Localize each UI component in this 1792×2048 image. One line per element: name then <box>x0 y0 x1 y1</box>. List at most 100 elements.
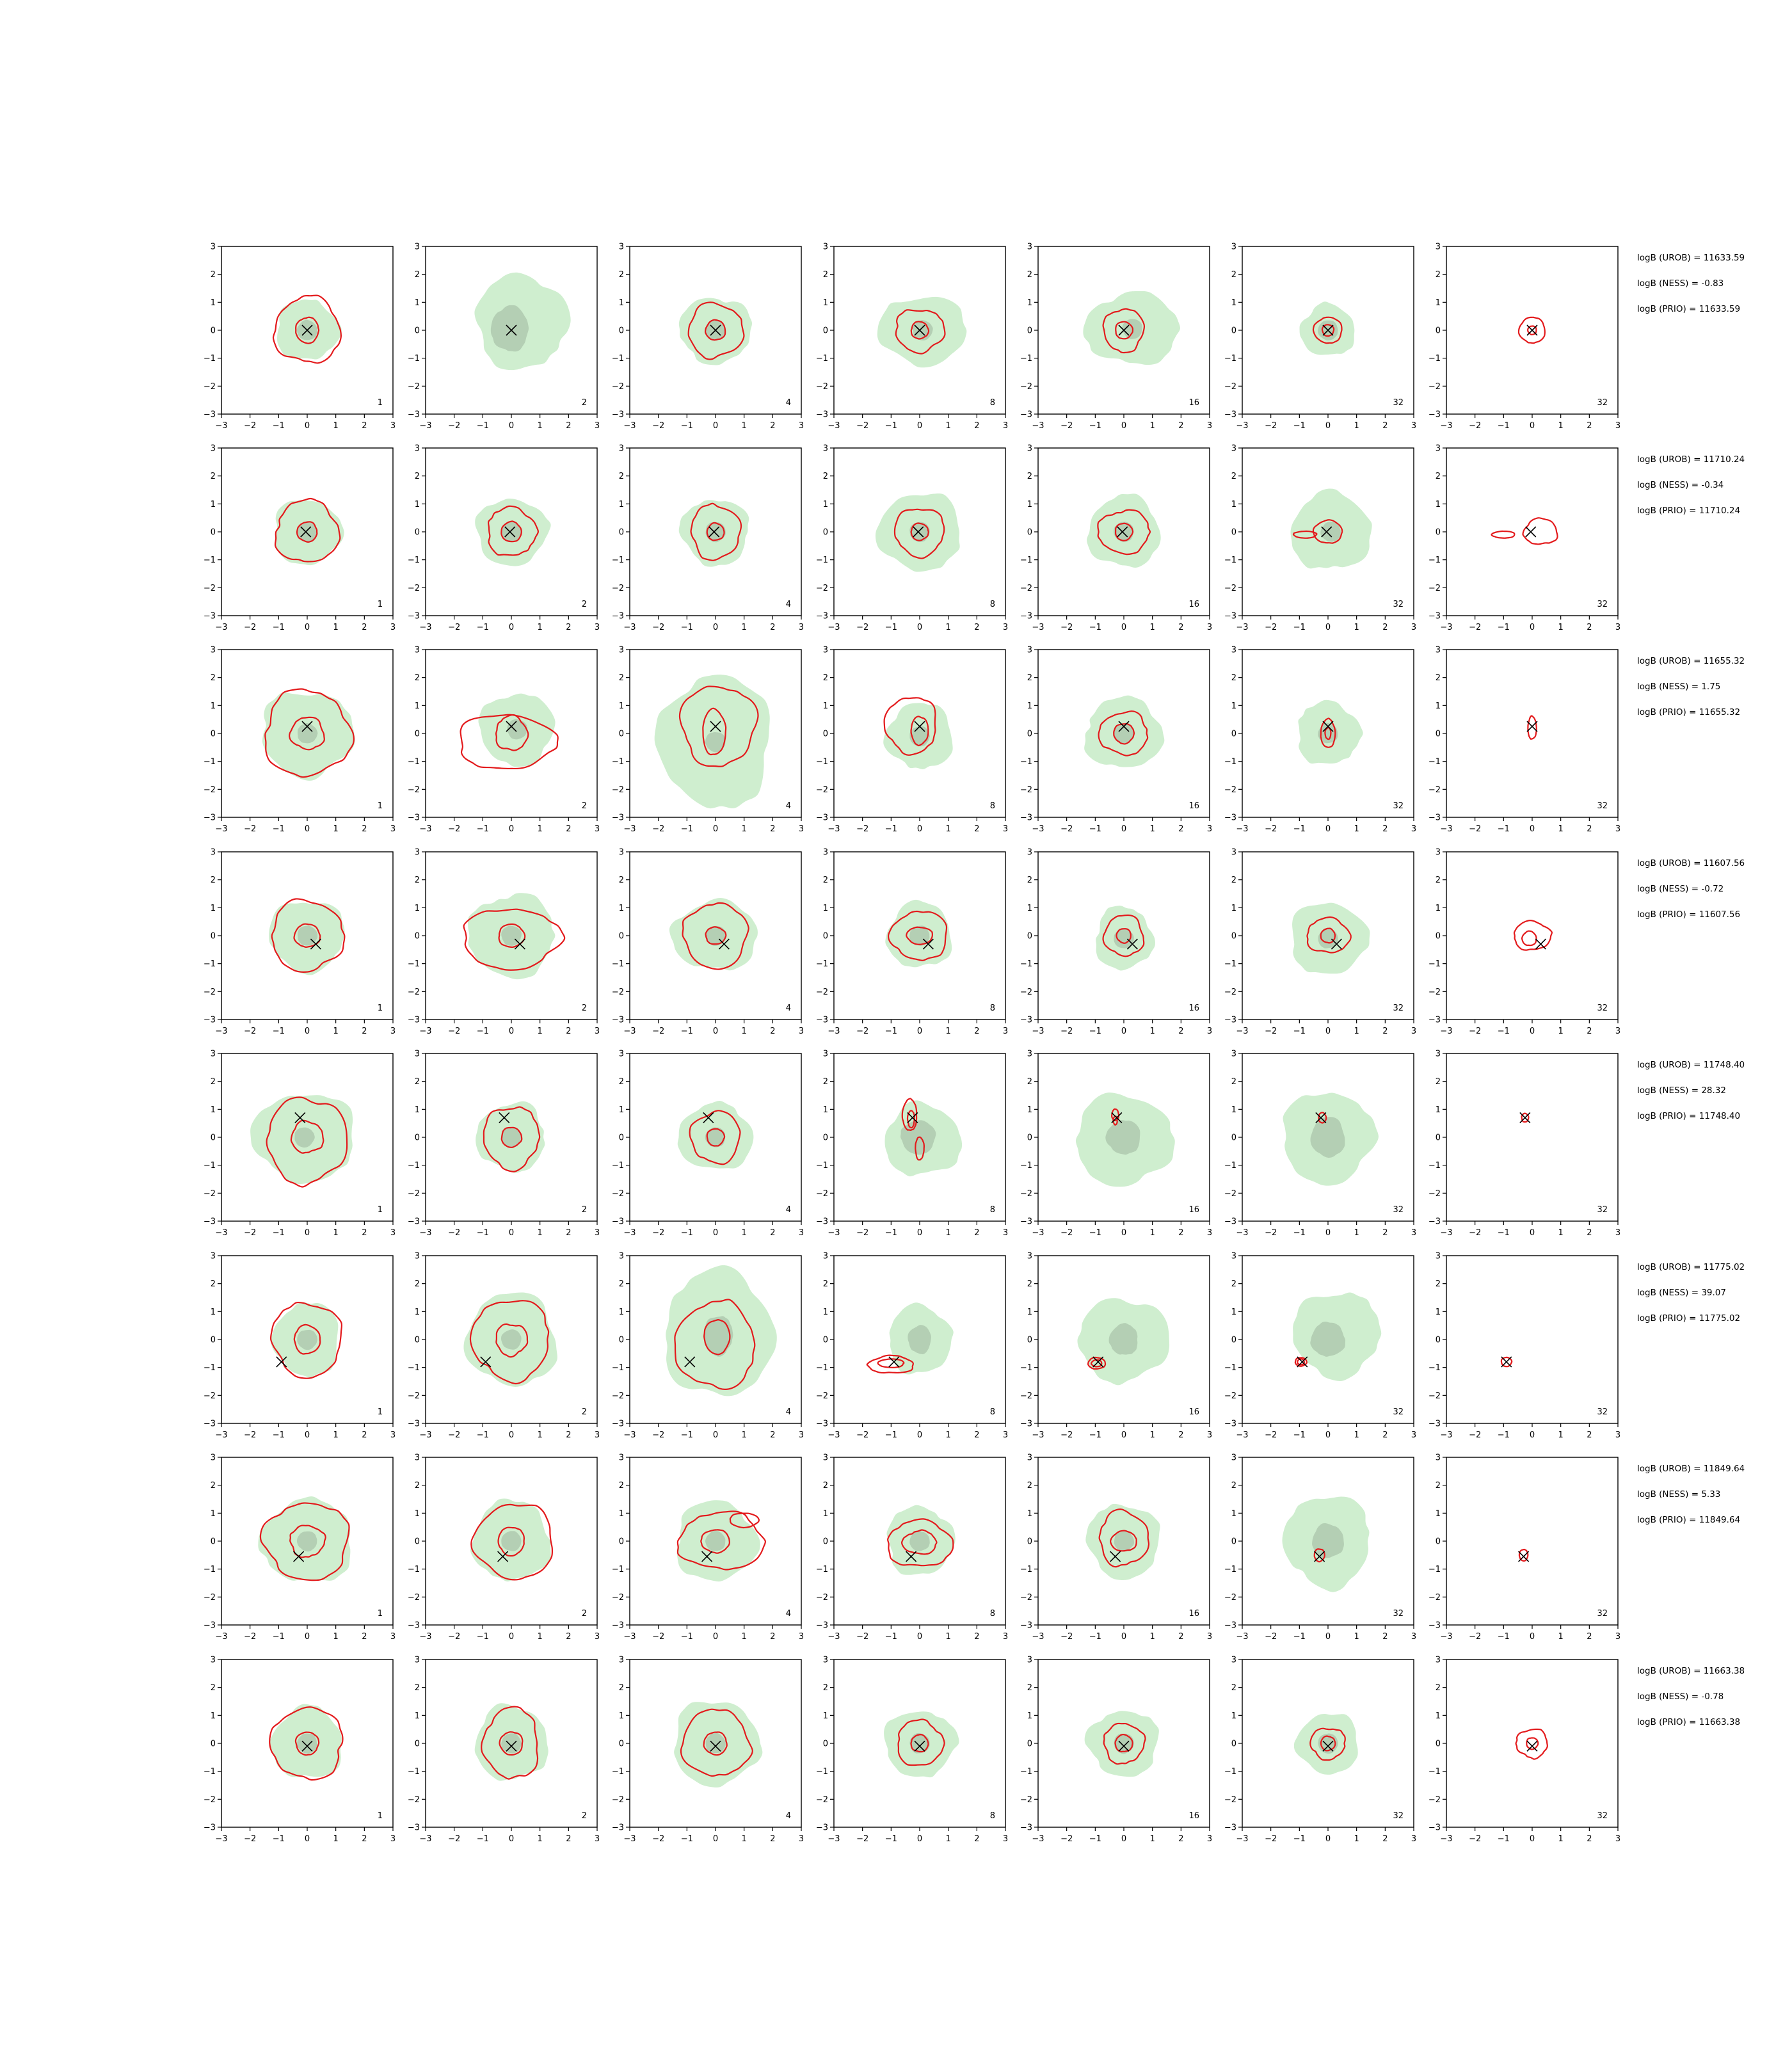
posterior-contour <box>469 1300 550 1385</box>
x-tick-label: 1 <box>1354 623 1359 632</box>
posterior-contour <box>481 1706 539 1780</box>
y-tick-label: −1 <box>612 1767 624 1777</box>
y-tick-label: −1 <box>816 1161 828 1171</box>
posterior-contour <box>729 1512 760 1529</box>
density-core <box>705 522 726 543</box>
y-tick-label: −1 <box>204 1767 216 1777</box>
logb-stat-label: logB (NESS) = -0.72 <box>1637 884 1724 894</box>
y-tick-label: −3 <box>408 410 420 420</box>
y-tick-label: 2 <box>823 1683 828 1693</box>
posterior-contour <box>272 294 342 364</box>
x-tick-label: 3 <box>1207 1430 1212 1440</box>
panel-r6-c1: −3−3 −2 −2 −1 −1 0 0 1 1 2 2 3 3 2 <box>408 1453 600 1642</box>
x-tick-label: 3 <box>595 824 600 834</box>
x-tick-label: −1 <box>681 1027 693 1036</box>
posterior-contour <box>274 497 341 563</box>
y-tick-label: −3 <box>408 1823 420 1833</box>
y-tick-label: 3 <box>1436 646 1441 655</box>
x-tick-label: −3 <box>828 1027 840 1036</box>
posterior-contour <box>293 923 321 948</box>
x-tick-label: 2 <box>1382 623 1388 632</box>
truth-marker <box>294 1112 306 1123</box>
x-tick-label: −1 <box>1498 1027 1510 1036</box>
axes-frame <box>1446 447 1619 616</box>
x-tick-label: −2 <box>244 1228 256 1238</box>
x-tick-label: 0 <box>1121 623 1126 632</box>
y-tick-label: 1 <box>823 1105 828 1115</box>
y-tick-label: 1 <box>1027 1509 1032 1519</box>
truth-marker <box>293 1551 305 1562</box>
y-tick-label: −2 <box>204 988 216 997</box>
truth-marker <box>310 938 321 950</box>
y-tick-label: −2 <box>1224 988 1236 997</box>
x-tick-label: −2 <box>856 1632 868 1642</box>
x-tick-label: 2 <box>362 623 367 632</box>
panel-count-label: 4 <box>786 1811 791 1821</box>
y-tick-label: 0 <box>1027 1336 1032 1345</box>
axes-frame <box>1446 851 1619 1020</box>
x-tick-label: 0 <box>1121 1834 1126 1844</box>
y-tick-label: 3 <box>823 646 828 655</box>
x-tick-label: 1 <box>946 623 951 632</box>
y-tick-label: −1 <box>1428 757 1441 767</box>
posterior-contour <box>887 910 948 961</box>
x-tick-label: 2 <box>1178 1834 1183 1844</box>
x-tick-label: 1 <box>1150 824 1155 834</box>
x-tick-label: 0 <box>305 623 310 632</box>
y-tick-label: 0 <box>211 932 216 941</box>
y-tick-label: 2 <box>211 673 216 683</box>
posterior-contour <box>689 1110 741 1165</box>
x-tick-label: 3 <box>1615 421 1620 431</box>
y-tick-label: 1 <box>1436 1509 1441 1519</box>
panel-r5-c4: −3−3 −2 −2 −1 −1 0 0 1 1 2 2 3 3 16 <box>1020 1252 1212 1441</box>
x-tick-label: −1 <box>1089 623 1101 632</box>
y-tick-label: −3 <box>204 410 216 420</box>
truth-marker <box>1118 324 1130 336</box>
y-tick-label: 1 <box>415 1105 420 1115</box>
y-tick-label: −2 <box>1020 1189 1032 1199</box>
x-tick-label: 0 <box>917 421 922 431</box>
y-tick-label: −1 <box>204 354 216 364</box>
panel-r1-c2: −3 −3 −2 −2 −1 −1 0 0 1 1 2 2 3 3 4 <box>612 444 804 633</box>
y-tick-label: −1 <box>1428 556 1441 565</box>
x-tick-label: −3 <box>419 824 431 834</box>
density-core <box>294 1127 315 1148</box>
y-tick-label: −3 <box>816 1016 828 1025</box>
y-tick-label: 3 <box>211 848 216 858</box>
x-tick-label: 1 <box>1558 1632 1564 1642</box>
x-tick-label: 0 <box>1121 824 1126 834</box>
x-tick-label: −1 <box>681 421 693 431</box>
y-tick-label: −2 <box>1020 584 1032 593</box>
x-tick-label: −3 <box>623 824 636 834</box>
y-tick-label: 2 <box>1231 270 1236 280</box>
x-tick-label: 3 <box>799 1228 804 1238</box>
y-tick-label: −3 <box>204 1217 216 1227</box>
y-tick-label: −3 <box>816 1217 828 1227</box>
posterior-contour <box>1526 1737 1539 1750</box>
posterior-contour <box>1297 1358 1306 1366</box>
x-tick-label: 0 <box>1530 1228 1535 1238</box>
x-tick-label: −3 <box>828 1430 840 1440</box>
panel-count-label: 16 <box>1188 801 1199 811</box>
posterior-contour <box>915 1136 925 1161</box>
y-tick-label: 3 <box>1231 243 1236 252</box>
y-tick-label: 3 <box>619 243 624 252</box>
logb-stat-label: logB (PRIO) = 11775.02 <box>1637 1313 1740 1324</box>
y-tick-label: 2 <box>619 1683 624 1693</box>
posterior-contour <box>487 505 540 556</box>
y-tick-label: 1 <box>619 701 624 711</box>
y-tick-label: −2 <box>204 785 216 795</box>
y-tick-label: 3 <box>211 1453 216 1463</box>
x-tick-label: −1 <box>1293 623 1306 632</box>
x-tick-label: 2 <box>566 1228 571 1238</box>
x-tick-label: 1 <box>333 1632 339 1642</box>
y-tick-label: −2 <box>1224 1593 1236 1603</box>
panel-count-label: 4 <box>786 1407 791 1417</box>
y-tick-label: 0 <box>823 326 828 336</box>
posterior-contour <box>1515 1728 1548 1760</box>
x-tick-label: 1 <box>538 1027 543 1036</box>
y-tick-label: 3 <box>211 1050 216 1059</box>
x-tick-label: −2 <box>652 1834 664 1844</box>
y-tick-label: 1 <box>1027 1308 1032 1317</box>
